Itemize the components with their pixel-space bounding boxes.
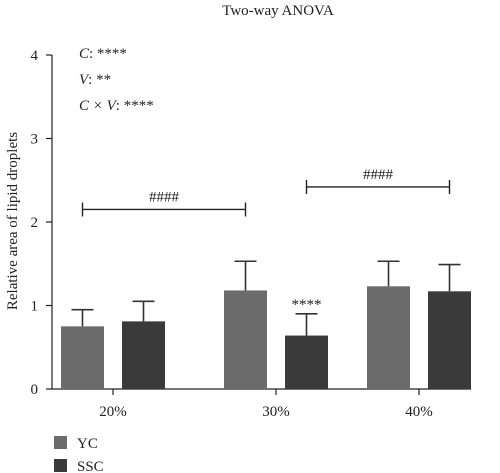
bar-ssc-2 <box>428 291 471 389</box>
anova-annotation: C: **** <box>79 46 127 62</box>
anova-stars: : **** <box>116 98 154 114</box>
x-tick-label: 40% <box>405 404 433 420</box>
anova-factor: C <box>79 46 90 62</box>
bar-yc-0 <box>61 326 104 389</box>
bracket-label: #### <box>363 167 394 183</box>
anova-annotation: C × V: **** <box>79 98 154 114</box>
bar-yc-1 <box>224 290 267 389</box>
y-tick-label: 4 <box>31 48 39 64</box>
chart-title: Two-way ANOVA <box>222 3 334 19</box>
significance-marker: **** <box>292 297 322 313</box>
bar-ssc-0 <box>122 321 165 389</box>
y-tick-label: 1 <box>31 299 39 315</box>
legend-swatch-yc <box>54 436 67 449</box>
legend-label: SSC <box>77 459 104 473</box>
x-tick-label: 20% <box>99 404 127 420</box>
y-tick-label: 3 <box>31 132 39 148</box>
anova-annotation: V: ** <box>79 72 111 88</box>
anova-stars: : **** <box>89 46 127 62</box>
bar-ssc-1 <box>285 335 328 389</box>
legend-label: YC <box>77 436 98 452</box>
y-tick-label: 0 <box>31 382 39 398</box>
y-tick-label: 2 <box>31 215 39 231</box>
anova-factor: C × V <box>79 98 118 114</box>
anova-factor: V <box>79 72 90 88</box>
x-tick-label: 30% <box>262 404 290 420</box>
anova-stars: : ** <box>88 72 111 88</box>
bracket-label: #### <box>149 189 180 205</box>
legend-swatch-ssc <box>54 459 67 472</box>
y-axis-label: Relative area of lipid droplets <box>5 132 21 310</box>
bar-yc-2 <box>367 286 410 389</box>
